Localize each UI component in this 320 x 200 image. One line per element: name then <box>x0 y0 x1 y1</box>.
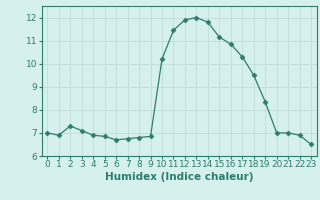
X-axis label: Humidex (Indice chaleur): Humidex (Indice chaleur) <box>105 172 253 182</box>
